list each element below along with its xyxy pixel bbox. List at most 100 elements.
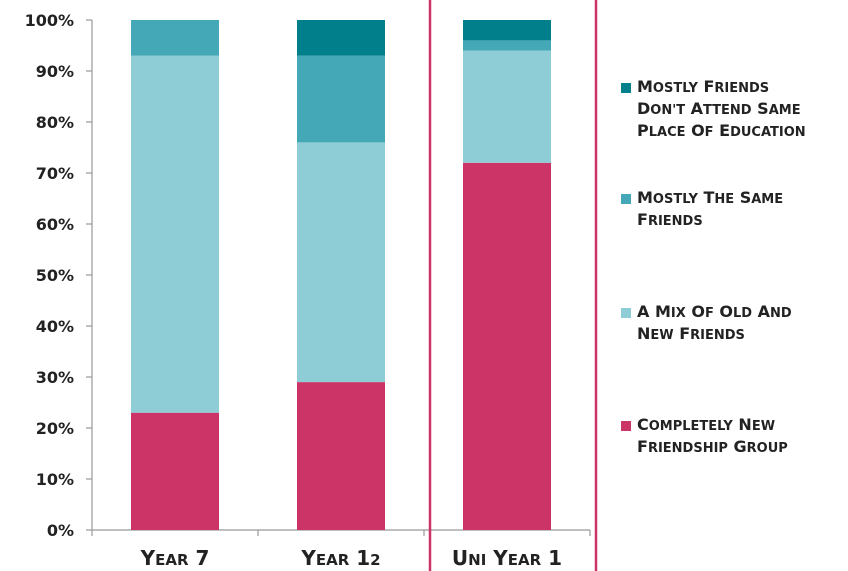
text-fragment: ON'T — [650, 103, 685, 118]
legend-label: NEW FRIENDS — [637, 324, 745, 343]
text-fragment: DUCATION — [730, 125, 806, 140]
bar-segment — [463, 162, 551, 531]
y-tick-label: 100% — [25, 11, 74, 30]
text-fragment: S — [734, 188, 751, 207]
text-fragment: EAR — [155, 551, 189, 569]
text-fragment: D — [637, 99, 650, 118]
legend-label: FRIENDSHIP GROUP — [637, 437, 788, 456]
text-fragment: M — [649, 302, 671, 321]
text-fragment: N — [637, 324, 650, 343]
text-fragment: ROUP — [747, 441, 788, 456]
text-fragment: RIENDS — [714, 81, 769, 96]
legend-swatch — [621, 308, 631, 318]
legend-label: DON'T ATTEND SAME — [637, 99, 801, 118]
legend-swatch — [621, 83, 631, 93]
y-tick-label: 10% — [36, 470, 74, 489]
legend-label: A MIX OF OLD AND — [637, 302, 792, 321]
bar-segment — [463, 50, 551, 163]
y-tick-label: 70% — [36, 164, 74, 183]
bar-segment — [297, 20, 385, 56]
text-fragment: G — [728, 437, 747, 456]
text-fragment: ND — [770, 306, 792, 321]
text-fragment: M — [637, 77, 653, 96]
text-fragment: A — [752, 302, 771, 321]
text-fragment: 1 — [541, 546, 562, 570]
text-fragment: 1 — [349, 546, 370, 570]
text-fragment: A — [637, 302, 650, 321]
text-fragment: F — [674, 324, 691, 343]
x-category-label: YEAR 7 — [140, 546, 210, 570]
x-category-label: YEAR 12 — [300, 546, 380, 570]
legend-swatch — [621, 421, 631, 431]
text-fragment: 7 — [189, 546, 210, 570]
text-fragment: C — [637, 415, 649, 434]
text-fragment: F — [637, 210, 648, 229]
y-tick-label: 40% — [36, 317, 74, 336]
highlight-layer — [428, 0, 598, 571]
text-fragment: OSTLY — [653, 192, 699, 207]
text-fragment: LACE — [649, 125, 686, 140]
legend-label: FRIENDS — [637, 210, 703, 229]
text-fragment: Y — [300, 546, 316, 570]
x-category-label: UNI YEAR 1 — [452, 546, 562, 570]
text-fragment: EAR — [508, 551, 542, 569]
text-fragment: HE — [714, 192, 734, 207]
bar-segment — [131, 20, 219, 56]
text-fragment: OSTLY — [653, 81, 699, 96]
text-fragment: A — [685, 99, 704, 118]
legend-swatch — [621, 194, 631, 204]
y-tick-label: 60% — [36, 215, 74, 234]
text-fragment: O — [686, 302, 705, 321]
text-fragment: F — [698, 77, 715, 96]
y-tick-label: 90% — [36, 62, 74, 81]
text-fragment: EW — [650, 328, 673, 343]
text-fragment: RIENDSHIP — [648, 441, 728, 456]
text-fragment: LD — [733, 306, 752, 321]
text-fragment: EAR — [316, 551, 350, 569]
text-fragment: Y — [140, 546, 156, 570]
bar-segment — [297, 55, 385, 143]
text-fragment: M — [637, 188, 653, 207]
text-fragment: OMPLETELY — [649, 419, 734, 434]
text-fragment: AME — [769, 103, 801, 118]
text-fragment: T — [698, 188, 715, 207]
text-fragment: TTEND — [703, 103, 752, 118]
text-fragment: S — [752, 99, 769, 118]
y-tick-label: 50% — [36, 266, 74, 285]
legend-label: MOSTLY FRIENDS — [637, 77, 769, 96]
text-fragment: Y — [486, 546, 508, 570]
y-tick-label: 0% — [47, 521, 74, 540]
text-fragment: E — [714, 121, 731, 140]
legend-label: PLACE OF EDUCATION — [637, 121, 806, 140]
bar-segment — [131, 55, 219, 413]
bar-segment — [297, 142, 385, 383]
bar-segment — [131, 412, 219, 530]
y-tick-label: 20% — [36, 419, 74, 438]
text-fragment: F — [637, 437, 648, 456]
bar-segment — [297, 382, 385, 530]
legend-label: COMPLETELY NEW — [637, 415, 775, 434]
text-fragment: F — [705, 125, 714, 140]
text-fragment: N — [733, 415, 752, 434]
text-fragment: P — [637, 121, 649, 140]
text-fragment: O — [714, 302, 733, 321]
text-fragment: F — [705, 306, 714, 321]
text-fragment: EW — [752, 419, 775, 434]
text-fragment: IX — [671, 306, 686, 321]
legend-label: MOSTLY THE SAME — [637, 188, 783, 207]
text-fragment: AME — [751, 192, 783, 207]
text-fragment: 2 — [370, 551, 380, 569]
bars-layer — [131, 20, 551, 531]
text-fragment: RIENDS — [690, 328, 745, 343]
bar-segment — [463, 20, 551, 41]
text-fragment: NI — [468, 551, 486, 569]
text-fragment: U — [452, 546, 468, 570]
bar-segment — [463, 40, 551, 51]
text-fragment: RIENDS — [648, 214, 703, 229]
text-fragment: O — [686, 121, 705, 140]
y-tick-label: 80% — [36, 113, 74, 132]
y-tick-label: 30% — [36, 368, 74, 387]
